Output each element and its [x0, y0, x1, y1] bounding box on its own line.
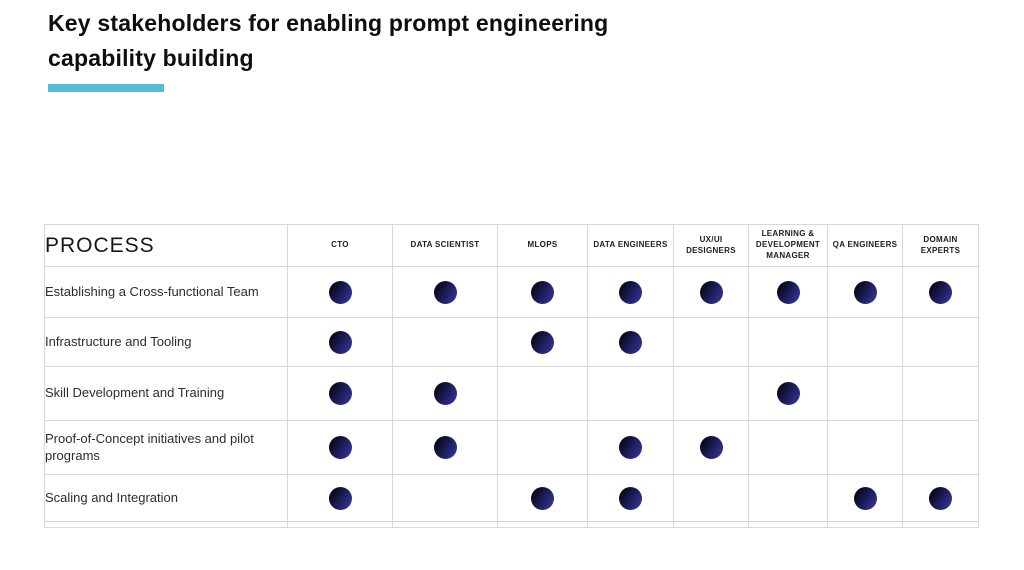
title-accent-bar	[48, 84, 164, 92]
table-row: Infrastructure and Tooling	[44, 317, 979, 367]
matrix-body: Establishing a Cross-functional Team Infr…	[44, 266, 979, 528]
mark-cell	[673, 266, 749, 318]
stakeholder-dot-icon	[433, 280, 457, 304]
process-column-header: PROCESS	[44, 224, 288, 267]
stakeholder-dot-icon	[328, 486, 352, 510]
mark-cell	[587, 317, 674, 367]
mark-cell	[287, 474, 393, 522]
column-header: QA ENGINEERS	[827, 224, 903, 267]
process-cell: Proof-of-Concept initiatives and pilot p…	[44, 420, 288, 475]
stakeholder-dot-icon	[531, 280, 554, 304]
mark-cell	[497, 420, 588, 475]
column-header: LEARNING & DEVELOPMENT MANAGER	[748, 224, 828, 267]
stakeholder-dot-icon	[328, 382, 352, 405]
table-row: Skill Development and Training	[44, 366, 979, 421]
mark-cell	[902, 366, 979, 421]
stakeholder-dot-icon	[776, 382, 800, 405]
stakeholder-dot-icon	[531, 330, 554, 354]
mark-cell	[392, 420, 498, 475]
mark-cell	[673, 317, 749, 367]
mark-cell	[748, 317, 828, 367]
column-header: MLOPS	[497, 224, 588, 267]
stub-cell	[827, 521, 903, 528]
stakeholder-dot-icon	[699, 436, 723, 459]
mark-cell	[587, 420, 674, 475]
stakeholder-dot-icon	[531, 486, 554, 510]
page-title: Key stakeholders for enabling prompt eng…	[48, 10, 609, 71]
mark-cell	[902, 266, 979, 318]
stakeholder-dot-icon	[699, 280, 723, 304]
stakeholder-dot-icon	[619, 486, 642, 510]
cutoff-stub-row	[44, 521, 979, 528]
mark-cell	[287, 366, 393, 421]
mark-cell	[748, 474, 828, 522]
stakeholder-dot-icon	[776, 280, 800, 304]
stakeholder-dot-icon	[433, 436, 457, 459]
mark-cell	[673, 366, 749, 421]
mark-cell	[587, 366, 674, 421]
stakeholder-dot-icon	[328, 330, 352, 354]
mark-cell	[392, 474, 498, 522]
mark-cell	[392, 317, 498, 367]
stub-cell	[673, 521, 749, 528]
stub-cell	[902, 521, 979, 528]
column-header: DOMAIN EXPERTS	[902, 224, 979, 267]
stub-cell	[44, 521, 288, 528]
mark-cell	[587, 266, 674, 318]
mark-cell	[497, 317, 588, 367]
mark-cell	[497, 366, 588, 421]
table-row: Establishing a Cross-functional Team	[44, 266, 979, 318]
mark-cell	[902, 317, 979, 367]
mark-cell	[392, 366, 498, 421]
mark-cell	[827, 317, 903, 367]
stakeholder-dot-icon	[433, 382, 457, 405]
stub-cell	[392, 521, 498, 528]
mark-cell	[287, 266, 393, 318]
column-header: DATA SCIENTIST	[392, 224, 498, 267]
column-header: DATA ENGINEERS	[587, 224, 674, 267]
header-row: PROCESS CTO DATA SCIENTIST MLOPS DATA ENGIN…	[44, 224, 979, 267]
mark-cell	[748, 420, 828, 475]
stakeholder-dot-icon	[929, 486, 952, 510]
process-cell: Establishing a Cross-functional Team	[44, 266, 288, 318]
stub-cell	[748, 521, 828, 528]
stakeholder-dot-icon	[929, 280, 952, 304]
mark-cell	[748, 266, 828, 318]
stakeholder-dot-icon	[619, 280, 642, 304]
process-cell: Skill Development and Training	[44, 366, 288, 421]
process-cell: Infrastructure and Tooling	[44, 317, 288, 367]
stakeholder-dot-icon	[853, 486, 877, 510]
mark-cell	[673, 420, 749, 475]
stakeholder-dot-icon	[853, 280, 877, 304]
mark-cell	[497, 474, 588, 522]
column-header: UX/UI DESIGNERS	[673, 224, 749, 267]
stakeholder-dot-icon	[619, 330, 642, 354]
table-row: Proof-of-Concept initiatives and pilot p…	[44, 420, 979, 475]
mark-cell	[902, 474, 979, 522]
mark-cell	[827, 420, 903, 475]
mark-cell	[748, 366, 828, 421]
mark-cell	[902, 420, 979, 475]
mark-cell	[497, 266, 588, 318]
stub-cell	[497, 521, 588, 528]
mark-cell	[287, 420, 393, 475]
mark-cell	[827, 366, 903, 421]
stub-cell	[587, 521, 674, 528]
stakeholder-dot-icon	[328, 436, 352, 459]
mark-cell	[673, 474, 749, 522]
mark-cell	[287, 317, 393, 367]
process-cell: Scaling and Integration	[44, 474, 288, 522]
mark-cell	[827, 474, 903, 522]
stakeholder-dot-icon	[619, 436, 642, 459]
stakeholder-dot-icon	[328, 280, 352, 304]
stakeholder-matrix-table: PROCESS CTO DATA SCIENTIST MLOPS DATA ENGIN…	[44, 224, 979, 528]
table-row: Scaling and Integration	[44, 474, 979, 522]
mark-cell	[587, 474, 674, 522]
stub-cell	[287, 521, 393, 528]
mark-cell	[827, 266, 903, 318]
column-header: CTO	[287, 224, 393, 267]
mark-cell	[392, 266, 498, 318]
